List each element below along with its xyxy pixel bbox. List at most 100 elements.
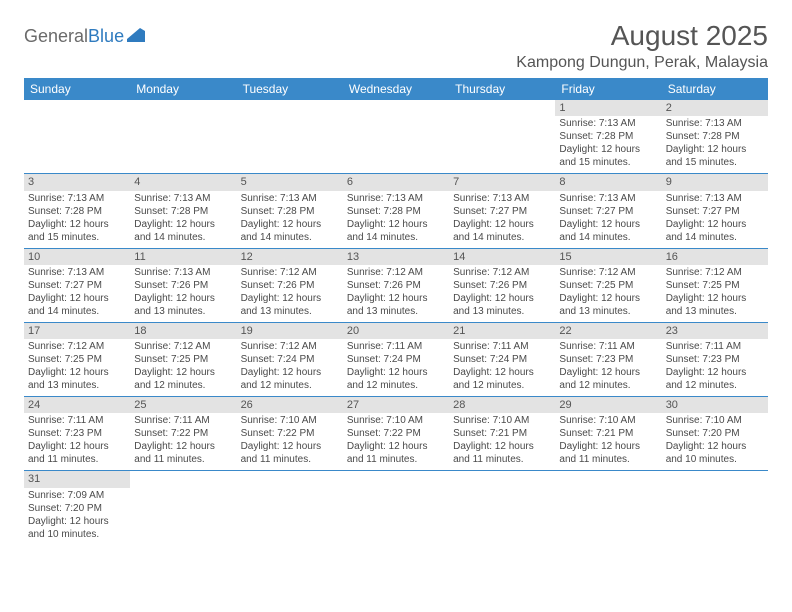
day-body (449, 102, 555, 107)
day-sr: Sunrise: 7:12 AM (241, 340, 339, 353)
day-sr: Sunrise: 7:13 AM (559, 117, 657, 130)
day-cell: 16Sunrise: 7:12 AMSunset: 7:25 PMDayligh… (662, 249, 768, 322)
day-dl1: Daylight: 12 hours (666, 143, 764, 156)
day-ss: Sunset: 7:28 PM (241, 205, 339, 218)
day-body: Sunrise: 7:11 AMSunset: 7:24 PMDaylight:… (343, 339, 449, 396)
day-body: Sunrise: 7:11 AMSunset: 7:24 PMDaylight:… (449, 339, 555, 396)
day-body: Sunrise: 7:13 AMSunset: 7:28 PMDaylight:… (130, 191, 236, 248)
week-row: 31Sunrise: 7:09 AMSunset: 7:20 PMDayligh… (24, 471, 768, 544)
calendar: Sunday Monday Tuesday Wednesday Thursday… (24, 78, 768, 545)
day-dl1: Daylight: 12 hours (241, 218, 339, 231)
day-ss: Sunset: 7:24 PM (241, 353, 339, 366)
day-body: Sunrise: 7:11 AMSunset: 7:22 PMDaylight:… (130, 413, 236, 470)
day-cell: 26Sunrise: 7:10 AMSunset: 7:22 PMDayligh… (237, 397, 343, 470)
day-body: Sunrise: 7:10 AMSunset: 7:22 PMDaylight:… (343, 413, 449, 470)
day-number: 25 (130, 397, 236, 413)
day-number: 19 (237, 323, 343, 339)
day-body (662, 473, 768, 478)
day-number: 4 (130, 174, 236, 190)
day-number: 23 (662, 323, 768, 339)
day-dl2: and 14 minutes. (453, 231, 551, 244)
week-row: 3Sunrise: 7:13 AMSunset: 7:28 PMDaylight… (24, 174, 768, 248)
day-sr: Sunrise: 7:13 AM (347, 192, 445, 205)
day-dl2: and 14 minutes. (559, 231, 657, 244)
day-number: 15 (555, 249, 661, 265)
week-row: 17Sunrise: 7:12 AMSunset: 7:25 PMDayligh… (24, 323, 768, 397)
day-cell: 15Sunrise: 7:12 AMSunset: 7:25 PMDayligh… (555, 249, 661, 322)
day-number: 1 (555, 100, 661, 116)
day-dl1: Daylight: 12 hours (347, 218, 445, 231)
day-sr: Sunrise: 7:12 AM (666, 266, 764, 279)
day-body: Sunrise: 7:12 AMSunset: 7:26 PMDaylight:… (449, 265, 555, 322)
day-cell: 13Sunrise: 7:12 AMSunset: 7:26 PMDayligh… (343, 249, 449, 322)
day-body: Sunrise: 7:12 AMSunset: 7:25 PMDaylight:… (130, 339, 236, 396)
day-number: 6 (343, 174, 449, 190)
day-number: 13 (343, 249, 449, 265)
day-cell: 14Sunrise: 7:12 AMSunset: 7:26 PMDayligh… (449, 249, 555, 322)
day-number: 14 (449, 249, 555, 265)
day-body: Sunrise: 7:13 AMSunset: 7:27 PMDaylight:… (449, 191, 555, 248)
day-sr: Sunrise: 7:10 AM (347, 414, 445, 427)
dow-wed: Wednesday (343, 78, 449, 100)
day-number: 16 (662, 249, 768, 265)
day-cell: 6Sunrise: 7:13 AMSunset: 7:28 PMDaylight… (343, 174, 449, 247)
day-body (555, 473, 661, 478)
day-body: Sunrise: 7:13 AMSunset: 7:28 PMDaylight:… (343, 191, 449, 248)
day-number: 27 (343, 397, 449, 413)
day-sr: Sunrise: 7:11 AM (453, 340, 551, 353)
day-body: Sunrise: 7:11 AMSunset: 7:23 PMDaylight:… (24, 413, 130, 470)
day-dl1: Daylight: 12 hours (453, 292, 551, 305)
day-body: Sunrise: 7:12 AMSunset: 7:25 PMDaylight:… (555, 265, 661, 322)
day-dl2: and 11 minutes. (453, 453, 551, 466)
day-cell: 1Sunrise: 7:13 AMSunset: 7:28 PMDaylight… (555, 100, 661, 173)
day-number: 30 (662, 397, 768, 413)
day-sr: Sunrise: 7:12 AM (453, 266, 551, 279)
week-row: 1Sunrise: 7:13 AMSunset: 7:28 PMDaylight… (24, 100, 768, 174)
day-cell (237, 100, 343, 173)
day-dl2: and 11 minutes. (559, 453, 657, 466)
day-dl2: and 13 minutes. (559, 305, 657, 318)
day-sr: Sunrise: 7:12 AM (241, 266, 339, 279)
day-number: 5 (237, 174, 343, 190)
day-cell: 22Sunrise: 7:11 AMSunset: 7:23 PMDayligh… (555, 323, 661, 396)
day-dl2: and 14 minutes. (666, 231, 764, 244)
day-sr: Sunrise: 7:13 AM (134, 266, 232, 279)
day-ss: Sunset: 7:21 PM (453, 427, 551, 440)
day-sr: Sunrise: 7:13 AM (28, 266, 126, 279)
day-sr: Sunrise: 7:10 AM (453, 414, 551, 427)
day-dl1: Daylight: 12 hours (559, 218, 657, 231)
day-dl1: Daylight: 12 hours (28, 366, 126, 379)
day-ss: Sunset: 7:25 PM (134, 353, 232, 366)
day-body: Sunrise: 7:12 AMSunset: 7:26 PMDaylight:… (237, 265, 343, 322)
day-dl2: and 15 minutes. (28, 231, 126, 244)
dow-tue: Tuesday (237, 78, 343, 100)
day-dl1: Daylight: 12 hours (453, 440, 551, 453)
day-number: 28 (449, 397, 555, 413)
day-dl2: and 14 minutes. (134, 231, 232, 244)
day-ss: Sunset: 7:22 PM (347, 427, 445, 440)
day-cell (24, 100, 130, 173)
day-dl1: Daylight: 12 hours (666, 440, 764, 453)
page: GeneralBlue August 2025 Kampong Dungun, … (0, 0, 792, 565)
day-cell: 12Sunrise: 7:12 AMSunset: 7:26 PMDayligh… (237, 249, 343, 322)
day-number: 24 (24, 397, 130, 413)
day-cell: 21Sunrise: 7:11 AMSunset: 7:24 PMDayligh… (449, 323, 555, 396)
day-number: 18 (130, 323, 236, 339)
day-number: 8 (555, 174, 661, 190)
day-dl2: and 15 minutes. (666, 156, 764, 169)
day-dl2: and 13 minutes. (453, 305, 551, 318)
day-cell: 10Sunrise: 7:13 AMSunset: 7:27 PMDayligh… (24, 249, 130, 322)
day-cell: 7Sunrise: 7:13 AMSunset: 7:27 PMDaylight… (449, 174, 555, 247)
day-cell (662, 471, 768, 544)
day-body (343, 102, 449, 107)
day-body: Sunrise: 7:13 AMSunset: 7:28 PMDaylight:… (24, 191, 130, 248)
day-number: 7 (449, 174, 555, 190)
day-sr: Sunrise: 7:12 AM (347, 266, 445, 279)
day-number: 10 (24, 249, 130, 265)
day-cell: 11Sunrise: 7:13 AMSunset: 7:26 PMDayligh… (130, 249, 236, 322)
day-cell: 24Sunrise: 7:11 AMSunset: 7:23 PMDayligh… (24, 397, 130, 470)
day-ss: Sunset: 7:25 PM (559, 279, 657, 292)
day-body: Sunrise: 7:10 AMSunset: 7:21 PMDaylight:… (555, 413, 661, 470)
day-ss: Sunset: 7:25 PM (666, 279, 764, 292)
day-sr: Sunrise: 7:10 AM (559, 414, 657, 427)
